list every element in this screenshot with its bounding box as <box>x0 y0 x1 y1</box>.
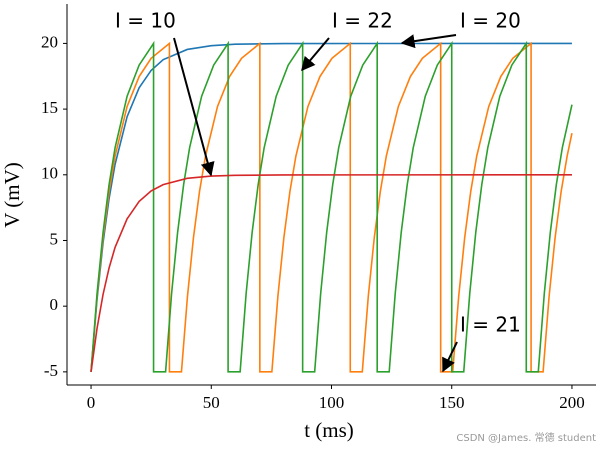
x-tick-label: 0 <box>87 393 96 412</box>
annotation: I = 22 <box>332 9 393 33</box>
line-series <box>90 40 573 373</box>
x-axis-label: t (ms) <box>304 418 354 442</box>
x-tick-label: 50 <box>203 393 220 412</box>
annotation-arrow <box>442 341 458 373</box>
x-tick-label: 100 <box>319 393 345 412</box>
x-tick-label: 150 <box>439 393 465 412</box>
x-tick-label: 200 <box>559 393 585 412</box>
y-tick-label: 5 <box>50 229 59 248</box>
line-series <box>90 41 573 373</box>
watermark: CSDN @James. 常德 student <box>456 431 596 444</box>
annotation-arrow <box>173 37 215 177</box>
annotation: I = 21 <box>460 313 521 337</box>
annotation-arrow <box>301 37 330 72</box>
y-tick-label: 15 <box>41 98 58 117</box>
annotation: I = 20 <box>460 9 521 33</box>
line-series <box>90 173 572 372</box>
y-tick-label: 20 <box>41 32 58 51</box>
y-tick-label: 10 <box>41 164 58 183</box>
annotation-arrow <box>400 34 457 49</box>
y-axis-label: V (mV) <box>0 162 24 228</box>
y-tick-label: -5 <box>44 361 58 380</box>
y-tick-label: 0 <box>50 295 59 314</box>
annotation: I = 10 <box>115 9 176 33</box>
